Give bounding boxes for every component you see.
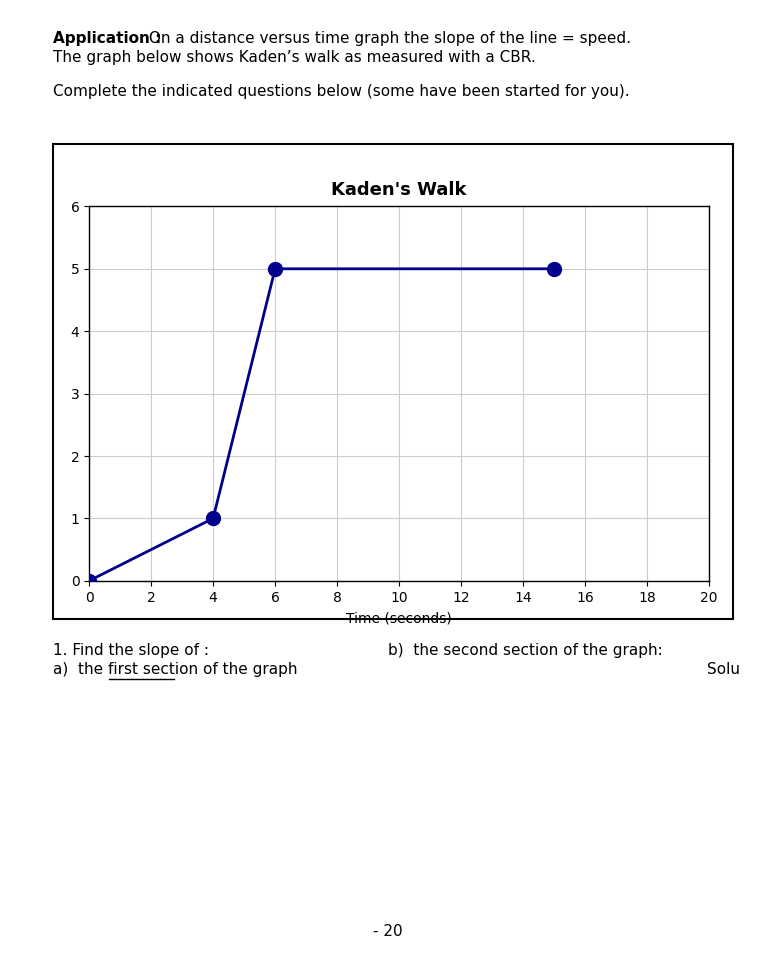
Title: Kaden's Walk: Kaden's Walk (332, 181, 467, 200)
Text: Application :: Application : (53, 31, 161, 46)
Text: Solu: Solu (707, 662, 740, 678)
Text: - 20: - 20 (373, 924, 402, 939)
Text: b)  the second section of the graph:: b) the second section of the graph: (388, 643, 663, 659)
Text: The graph below shows Kaden’s walk as measured with a CBR.: The graph below shows Kaden’s walk as me… (53, 50, 536, 65)
Text: a)  the first section of the graph: a) the first section of the graph (53, 662, 297, 678)
Text: Complete the indicated questions below (some have been started for you).: Complete the indicated questions below (… (53, 84, 629, 100)
Text: 1. Find the slope of :: 1. Find the slope of : (53, 643, 208, 659)
Text: On a distance versus time graph the slope of the line = speed.: On a distance versus time graph the slop… (144, 31, 631, 46)
X-axis label: Time (seconds): Time (seconds) (346, 612, 452, 626)
